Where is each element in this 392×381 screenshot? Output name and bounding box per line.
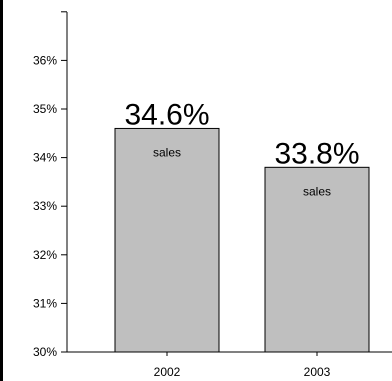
bar-inner-label: sales (303, 184, 331, 198)
x-tick-label: 2002 (154, 365, 181, 379)
y-axis-ticks: 30% 31% 32% 33% 34% 35% 36% (33, 11, 67, 359)
bar (264, 166, 370, 353)
data-label: 34.6% (124, 98, 209, 131)
y-tick-label: 30% (33, 345, 57, 359)
bars (114, 127, 370, 353)
y-tick-label: 34% (33, 151, 57, 165)
y-tick-label: 32% (33, 248, 57, 262)
bar (114, 127, 220, 353)
labels: 34.6% sales 2002 33.8% sales 2003 (124, 98, 359, 379)
y-tick-label: 33% (33, 199, 57, 213)
left-border-rule (0, 0, 3, 381)
y-tick-label: 31% (33, 296, 57, 310)
data-label: 33.8% (274, 137, 359, 170)
x-tick-label: 2003 (304, 365, 331, 379)
y-tick-label: 35% (33, 102, 57, 116)
bar-inner-label: sales (153, 145, 181, 159)
y-tick-label: 36% (33, 53, 57, 67)
